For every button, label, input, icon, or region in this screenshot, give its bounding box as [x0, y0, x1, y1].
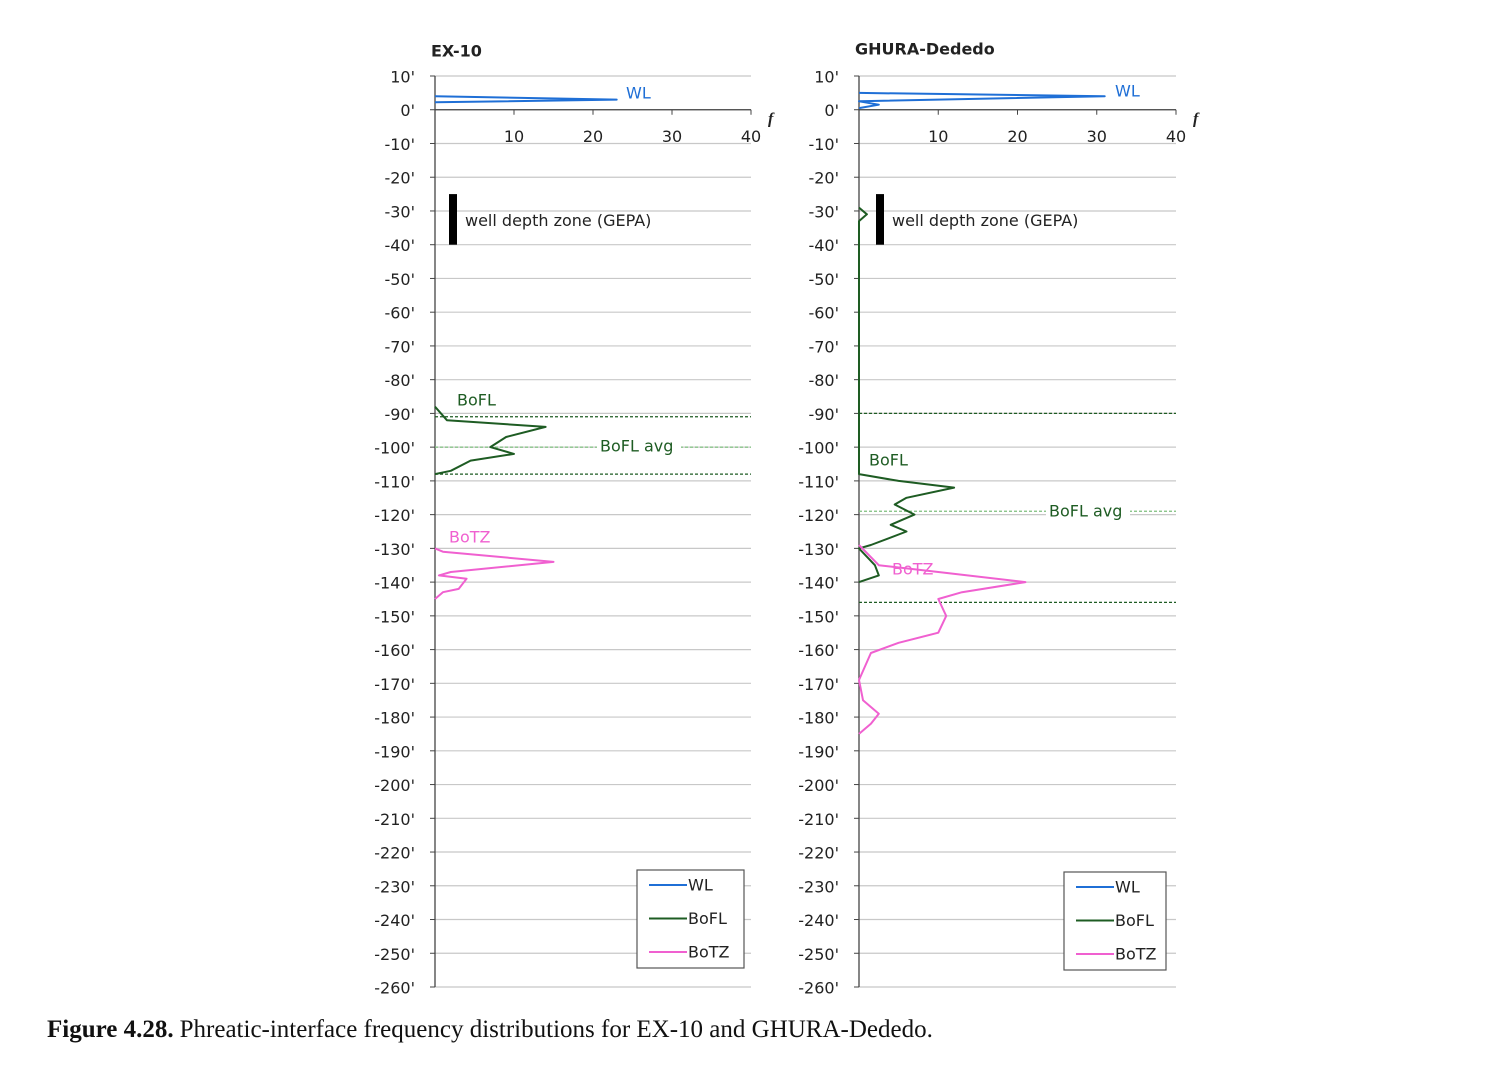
- y-tick-label: -200': [374, 776, 415, 795]
- well-zone-bar: [449, 194, 457, 245]
- caption-text: Phreatic-interface frequency distributio…: [179, 1016, 933, 1043]
- series-line: [858, 544, 1027, 735]
- y-tick-label: -120': [374, 506, 415, 525]
- y-tick-label: -80': [384, 371, 415, 390]
- y-tick-label: -150': [374, 607, 415, 626]
- label-bg: [597, 437, 681, 457]
- y-tick-label: -50': [808, 270, 839, 289]
- series-line: [858, 206, 956, 584]
- y-tick-label: -10': [384, 135, 415, 154]
- bofl-avg-label: BoFL avg: [600, 437, 673, 456]
- y-tick-label: -250': [374, 945, 415, 964]
- y-tick-label: -260': [374, 979, 415, 998]
- series-line: [434, 547, 555, 600]
- y-tick-label: -240': [798, 911, 839, 930]
- chart-title: GHURA-Dededo: [855, 40, 995, 59]
- well-zone-label: well depth zone (GEPA): [465, 211, 651, 230]
- series-line: [434, 406, 547, 476]
- series-label: WL: [626, 84, 651, 103]
- y-tick-label: -150': [798, 607, 839, 626]
- y-tick-label: 10': [390, 68, 415, 87]
- x-tick-label: 30: [662, 127, 682, 146]
- y-tick-label: -90': [384, 405, 415, 424]
- y-tick-label: -40': [808, 236, 839, 255]
- y-tick-label: -190': [374, 742, 415, 761]
- x-tick-label: 20: [1007, 127, 1027, 146]
- y-tick-label: -110': [374, 472, 415, 491]
- series-line: [858, 91, 1106, 110]
- caption-label: Figure 4.28.: [47, 1016, 174, 1043]
- y-tick-label: -230': [374, 877, 415, 896]
- y-tick-label: -140': [798, 574, 839, 593]
- y-tick-label: -20': [808, 169, 839, 188]
- legend-label: BoFL: [1115, 911, 1154, 930]
- well-zone-bar: [876, 194, 884, 245]
- y-tick-label: -100': [798, 439, 839, 458]
- series-line: [434, 95, 618, 104]
- figure: EX-10 10' 0' -10' -20' -30' -40' -50' -60' -70' -8…: [374, 40, 1200, 998]
- y-tick-label: -20': [384, 169, 415, 188]
- y-tick-label: -110': [798, 472, 839, 491]
- y-tick-label: -30': [384, 202, 415, 221]
- x-axis-label: f: [768, 110, 775, 127]
- legend-label: WL: [688, 876, 713, 895]
- y-tick-label: -90': [808, 405, 839, 424]
- y-tick-label: -200': [798, 776, 839, 795]
- label-bg: [1046, 502, 1130, 522]
- legend-label: BoTZ: [688, 943, 730, 962]
- y-tick-label: -10': [808, 135, 839, 154]
- y-tick-label: -140': [374, 574, 415, 593]
- y-tick-label: -250': [798, 945, 839, 964]
- y-tick-label: -180': [798, 709, 839, 728]
- y-tick-label: -50': [384, 270, 415, 289]
- y-tick-label: 0': [824, 101, 839, 120]
- bofl-avg-label: BoFL avg: [1049, 502, 1122, 521]
- y-tick-label: 0': [400, 101, 415, 120]
- y-tick-label: -170': [798, 675, 839, 694]
- series-label: WL: [1115, 82, 1140, 101]
- series-label: BoTZ: [892, 560, 934, 579]
- x-tick-label: 40: [741, 127, 761, 146]
- y-tick-label: -220': [374, 844, 415, 863]
- legend-label: BoTZ: [1115, 945, 1157, 964]
- x-tick-label: 10: [504, 127, 524, 146]
- x-tick-label: 30: [1087, 127, 1107, 146]
- y-tick-label: -190': [798, 742, 839, 761]
- series-label: BoFL: [457, 391, 496, 410]
- y-tick-label: -230': [798, 877, 839, 896]
- y-tick-label: -130': [798, 540, 839, 559]
- series-label: BoTZ: [449, 528, 491, 547]
- y-tick-label: -170': [374, 675, 415, 694]
- well-zone-label: well depth zone (GEPA): [892, 211, 1078, 230]
- series-label: BoFL: [869, 451, 908, 470]
- y-tick-label: -120': [798, 506, 839, 525]
- legend-label: WL: [1115, 878, 1140, 897]
- y-tick-label: -70': [808, 337, 839, 356]
- x-tick-label: 20: [583, 127, 603, 146]
- chart-title: EX-10: [431, 42, 482, 61]
- y-tick-label: -100': [374, 439, 415, 458]
- y-tick-label: -30': [808, 202, 839, 221]
- y-tick-label: -70': [384, 337, 415, 356]
- x-tick-label: 40: [1166, 127, 1186, 146]
- x-axis-label: f: [1193, 110, 1200, 127]
- y-tick-label: -260': [798, 979, 839, 998]
- y-tick-label: -220': [798, 844, 839, 863]
- y-tick-label: -80': [808, 371, 839, 390]
- y-tick-label: -210': [798, 810, 839, 829]
- y-tick-label: -210': [374, 810, 415, 829]
- y-tick-label: 10': [814, 68, 839, 87]
- y-tick-label: -60': [808, 304, 839, 323]
- y-tick-label: -160': [798, 641, 839, 660]
- y-tick-label: -130': [374, 540, 415, 559]
- y-tick-label: -160': [374, 641, 415, 660]
- x-tick-label: 10: [928, 127, 948, 146]
- y-tick-label: -240': [374, 911, 415, 930]
- y-tick-label: -40': [384, 236, 415, 255]
- y-tick-label: -60': [384, 304, 415, 323]
- y-tick-label: -180': [374, 709, 415, 728]
- caption: Figure 4.28. Phreatic-interface frequency…: [47, 1016, 933, 1044]
- legend-label: BoFL: [688, 909, 727, 928]
